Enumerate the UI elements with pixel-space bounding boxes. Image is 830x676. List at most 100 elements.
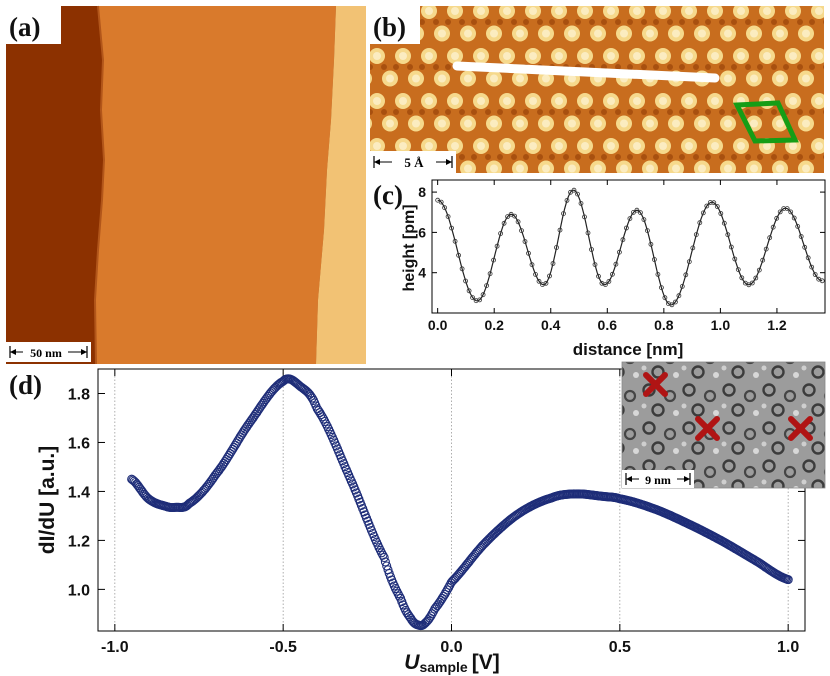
panel-c-label: (c) bbox=[373, 180, 403, 210]
height-profile-point bbox=[697, 220, 703, 226]
panel-a: (a) 50 nm bbox=[6, 5, 366, 365]
panel-d-ylabel: dI/dU [a.u.] bbox=[36, 446, 59, 555]
height-profile-point bbox=[659, 285, 664, 291]
height-profile-point bbox=[819, 278, 825, 284]
height-profile-point bbox=[704, 203, 710, 209]
height-profile-point bbox=[777, 209, 783, 215]
height-profile-point bbox=[802, 244, 808, 250]
step-edge-highlight bbox=[93, 5, 106, 365]
panel-c-xtick-label: 0.2 bbox=[484, 317, 504, 333]
panel-d-xtick-label: -0.5 bbox=[269, 639, 297, 656]
panel-c-ylabel: height [pm] bbox=[401, 204, 418, 291]
height-profile-point bbox=[515, 219, 521, 225]
height-profile-point bbox=[547, 273, 552, 279]
panel-d-ytick-label: 1.2 bbox=[68, 533, 90, 550]
height-profile-point bbox=[714, 204, 720, 209]
height-profile-point bbox=[648, 241, 654, 247]
height-profile-point bbox=[554, 245, 559, 250]
height-profile-point bbox=[550, 261, 556, 266]
height-profile-point bbox=[770, 224, 776, 230]
height-profile-point bbox=[686, 259, 692, 265]
height-profile-point bbox=[707, 200, 713, 205]
scale-bar-d-inset: 9 nm bbox=[622, 470, 694, 488]
panel-a-label: (a) bbox=[9, 12, 40, 42]
height-profile-point bbox=[631, 209, 636, 215]
panel-c-xtick-label: 1.0 bbox=[711, 317, 731, 333]
panel-c-xtick-label: 0.4 bbox=[541, 317, 561, 333]
height-profile-point bbox=[620, 237, 626, 243]
panel-d-ytick-label: 1.6 bbox=[68, 435, 90, 452]
height-profile-point bbox=[652, 257, 657, 262]
sts-data-point bbox=[441, 587, 451, 597]
height-profile-point bbox=[805, 255, 811, 261]
panel-d-ytick-label: 1.8 bbox=[68, 386, 90, 403]
height-profile-point bbox=[627, 216, 633, 222]
panel-d-xtick-label: 0.0 bbox=[440, 639, 462, 656]
height-profile-point bbox=[512, 213, 517, 219]
height-profile-point bbox=[673, 299, 678, 305]
sts-data-point bbox=[783, 575, 793, 585]
sts-data-point bbox=[394, 591, 404, 601]
height-profile-point bbox=[669, 302, 675, 308]
height-profile-point bbox=[463, 278, 469, 284]
height-profile-point bbox=[592, 262, 598, 268]
panel-c-xtick-label: 0.0 bbox=[428, 317, 448, 333]
panel-d-ticks: -1.0 -0.5 0.0 0.5 1.0 1.0 1.2 1.4 1.6 1.8 bbox=[68, 369, 805, 656]
profile-line bbox=[452, 61, 720, 83]
height-profile-point bbox=[491, 257, 497, 263]
panel-d-xtick-label: -1.0 bbox=[101, 639, 129, 656]
height-profile-point bbox=[477, 297, 483, 303]
sts-data-point bbox=[440, 589, 450, 599]
height-profile-point bbox=[693, 232, 699, 238]
terrace-light bbox=[316, 6, 366, 364]
height-profile-point bbox=[456, 252, 462, 258]
panel-d-xtick-label: 1.0 bbox=[777, 639, 799, 656]
height-profile-point bbox=[526, 250, 531, 256]
height-profile-point bbox=[634, 207, 640, 213]
height-profile-point bbox=[763, 246, 769, 252]
panel-b: (b) 5 Å bbox=[370, 6, 824, 173]
scale-bar-a: 50 nm bbox=[6, 342, 91, 362]
height-profile-point bbox=[788, 209, 794, 215]
panel-c-ytick-label: 4 bbox=[418, 265, 426, 281]
height-profile-point bbox=[522, 239, 528, 244]
cross-marker-3 bbox=[788, 416, 813, 441]
height-profile-point bbox=[571, 187, 577, 193]
height-profile-point bbox=[645, 228, 650, 234]
height-profile-point bbox=[603, 282, 608, 288]
height-profile-point bbox=[484, 283, 490, 289]
sts-spectrum-points bbox=[127, 374, 793, 631]
height-profile-point bbox=[617, 249, 622, 255]
height-profile-point bbox=[662, 295, 668, 301]
height-profile-markers bbox=[435, 187, 825, 308]
sts-data-point bbox=[380, 557, 390, 567]
height-profile-point bbox=[690, 245, 696, 251]
height-profile-point bbox=[749, 280, 755, 286]
height-profile-point bbox=[596, 273, 601, 279]
cross-marker-2 bbox=[695, 416, 720, 441]
height-profile-point bbox=[449, 225, 455, 231]
panel-c: (c) 0.0 0.2 0.4 0.6 0.8 1.0 1.2 4 6 8 distance [n… bbox=[373, 179, 826, 359]
terrace-mid bbox=[95, 6, 336, 364]
panel-c-frame bbox=[431, 179, 826, 314]
height-profile-point bbox=[725, 232, 731, 238]
height-profile-point bbox=[809, 264, 815, 270]
scale-bar-a-label: 50 nm bbox=[30, 346, 62, 360]
height-profile-point bbox=[812, 272, 818, 277]
height-profile-point bbox=[739, 275, 745, 281]
height-profile-point bbox=[578, 200, 584, 206]
height-profile-point bbox=[760, 257, 766, 263]
height-profile-point bbox=[582, 214, 587, 220]
height-profile-point bbox=[487, 271, 493, 277]
height-profile-point bbox=[624, 225, 629, 231]
height-profile-point bbox=[519, 228, 524, 234]
height-profile-point bbox=[655, 271, 661, 277]
height-profile-point bbox=[470, 295, 476, 301]
height-profile-point bbox=[498, 231, 504, 236]
height-profile-point bbox=[442, 205, 448, 211]
panel-c-xtick-label: 0.8 bbox=[654, 317, 674, 333]
height-profile-point bbox=[606, 278, 612, 284]
panel-c-ytick-label: 6 bbox=[418, 224, 426, 240]
scale-bar-b: 5 Å bbox=[370, 151, 456, 173]
